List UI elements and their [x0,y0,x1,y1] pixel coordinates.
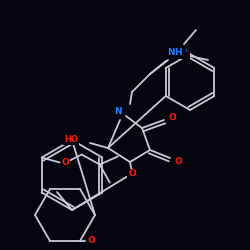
Text: NH$^+$: NH$^+$ [167,46,189,58]
Text: O: O [87,236,95,246]
Text: N: N [114,108,122,116]
Text: O: O [168,112,176,122]
Text: O: O [128,170,136,178]
Text: HO: HO [64,136,78,144]
Text: O: O [62,158,70,167]
Text: O: O [174,156,182,166]
